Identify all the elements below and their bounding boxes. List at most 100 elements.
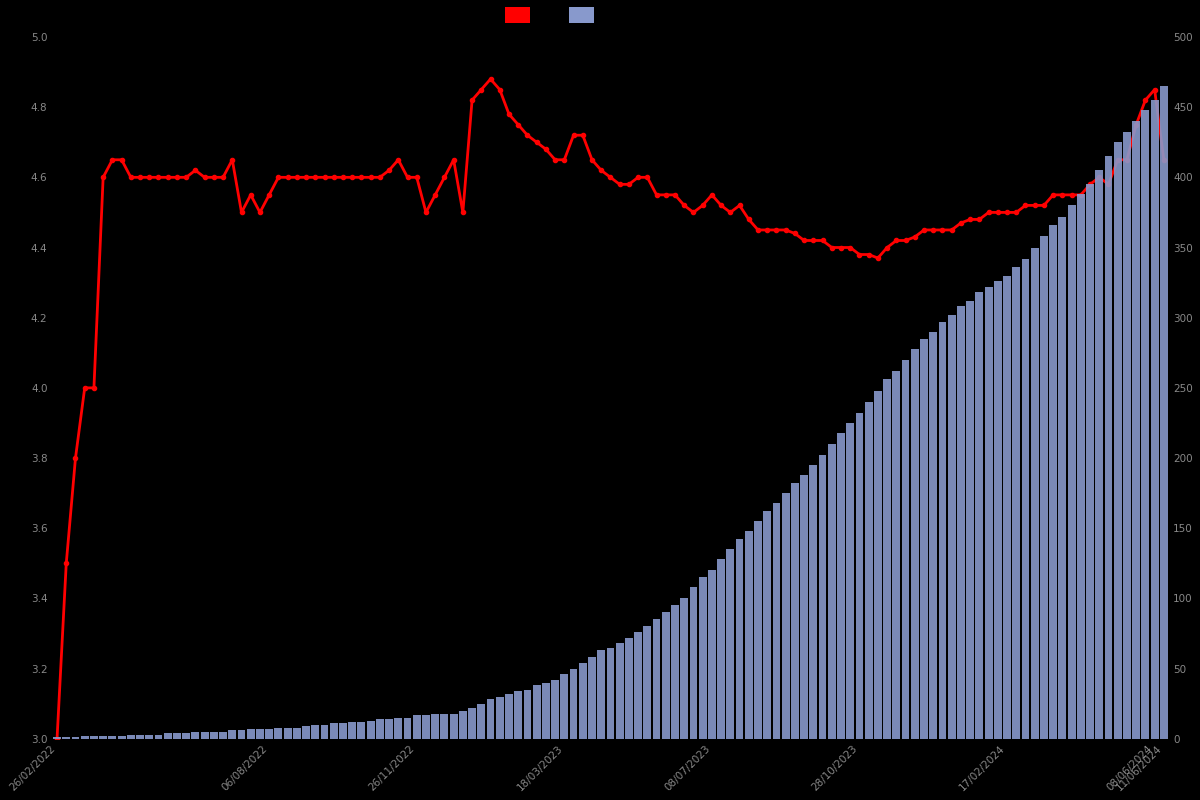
- Bar: [320, 725, 329, 738]
- Bar: [726, 550, 734, 738]
- Bar: [200, 732, 209, 738]
- Bar: [1086, 184, 1094, 738]
- Bar: [496, 697, 504, 738]
- Bar: [1031, 247, 1039, 738]
- Bar: [1141, 110, 1150, 738]
- Bar: [1160, 86, 1168, 738]
- Bar: [588, 658, 596, 738]
- Bar: [1096, 170, 1103, 738]
- Bar: [791, 483, 799, 738]
- Bar: [1123, 133, 1130, 738]
- Bar: [938, 322, 947, 738]
- Bar: [948, 315, 955, 738]
- Bar: [238, 730, 246, 738]
- Bar: [458, 710, 467, 738]
- Bar: [606, 647, 614, 738]
- Bar: [1040, 236, 1048, 738]
- Bar: [994, 281, 1002, 738]
- Bar: [90, 736, 98, 738]
- Legend: , : ,: [499, 2, 610, 29]
- Bar: [616, 643, 624, 738]
- Bar: [100, 736, 107, 738]
- Bar: [625, 638, 632, 738]
- Bar: [533, 686, 540, 738]
- Bar: [293, 727, 301, 738]
- Bar: [634, 632, 642, 738]
- Bar: [708, 570, 716, 738]
- Bar: [976, 293, 983, 738]
- Bar: [247, 729, 254, 738]
- Bar: [985, 287, 992, 738]
- Bar: [413, 715, 421, 738]
- Bar: [376, 719, 384, 738]
- Bar: [340, 723, 347, 738]
- Bar: [956, 306, 965, 738]
- Bar: [136, 734, 144, 738]
- Bar: [560, 674, 569, 738]
- Bar: [929, 332, 937, 738]
- Bar: [810, 465, 817, 738]
- Bar: [422, 715, 430, 738]
- Bar: [1151, 100, 1158, 738]
- Bar: [1049, 225, 1057, 738]
- Bar: [838, 433, 845, 738]
- Bar: [680, 598, 688, 738]
- Bar: [846, 423, 854, 738]
- Bar: [1021, 258, 1030, 738]
- Bar: [874, 390, 882, 738]
- Bar: [736, 539, 744, 738]
- Bar: [865, 402, 872, 738]
- Bar: [155, 734, 162, 738]
- Bar: [781, 493, 790, 738]
- Bar: [173, 733, 181, 738]
- Bar: [468, 708, 476, 738]
- Bar: [1013, 267, 1020, 738]
- Bar: [358, 722, 365, 738]
- Bar: [80, 736, 89, 738]
- Bar: [431, 714, 439, 738]
- Bar: [265, 729, 274, 738]
- Bar: [1076, 194, 1085, 738]
- Bar: [763, 511, 772, 738]
- Bar: [893, 371, 900, 738]
- Bar: [578, 663, 587, 738]
- Bar: [911, 349, 919, 738]
- Bar: [450, 714, 457, 738]
- Bar: [210, 732, 217, 738]
- Bar: [901, 360, 910, 738]
- Bar: [505, 694, 512, 738]
- Bar: [542, 682, 550, 738]
- Bar: [1104, 156, 1112, 738]
- Bar: [551, 680, 559, 738]
- Bar: [403, 718, 412, 738]
- Bar: [478, 704, 485, 738]
- Bar: [1068, 206, 1075, 738]
- Bar: [145, 734, 154, 738]
- Bar: [662, 613, 670, 738]
- Bar: [718, 559, 725, 738]
- Bar: [1003, 275, 1010, 738]
- Bar: [745, 531, 752, 738]
- Bar: [182, 733, 190, 738]
- Bar: [163, 733, 172, 738]
- Bar: [228, 730, 236, 738]
- Bar: [773, 503, 780, 738]
- Bar: [118, 736, 126, 738]
- Bar: [385, 719, 392, 738]
- Bar: [256, 729, 264, 738]
- Bar: [523, 690, 532, 738]
- Bar: [302, 726, 310, 738]
- Bar: [1133, 121, 1140, 738]
- Bar: [570, 669, 577, 738]
- Bar: [487, 699, 494, 738]
- Bar: [598, 650, 605, 738]
- Bar: [856, 413, 863, 738]
- Bar: [1058, 217, 1067, 738]
- Bar: [754, 522, 762, 738]
- Bar: [283, 727, 292, 738]
- Bar: [367, 721, 374, 738]
- Bar: [108, 736, 116, 738]
- Bar: [330, 723, 337, 738]
- Bar: [440, 714, 449, 738]
- Bar: [818, 455, 827, 738]
